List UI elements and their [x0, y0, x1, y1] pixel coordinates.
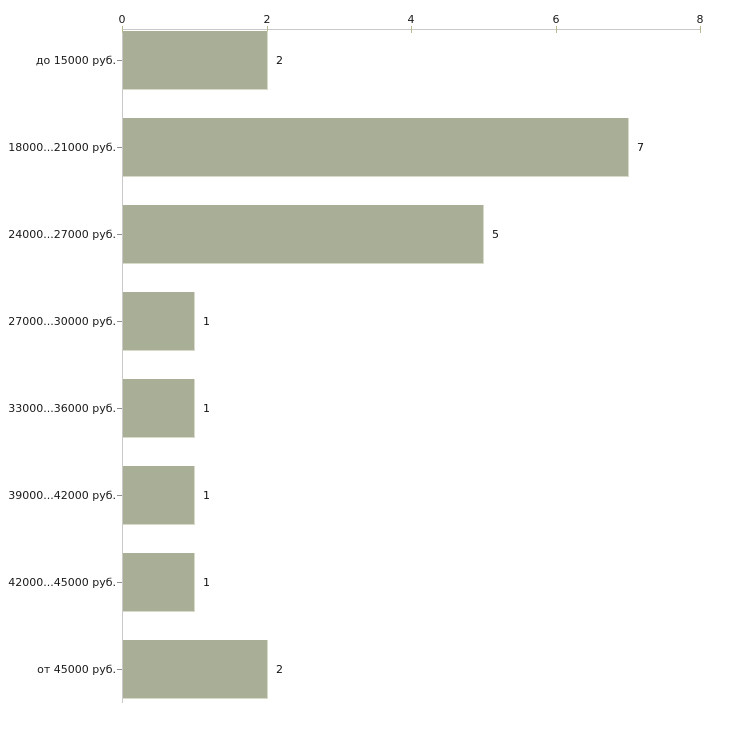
category-tick-mark [117, 582, 122, 583]
bar [123, 118, 629, 177]
category-label: 42000...45000 руб. [8, 575, 116, 589]
bar [123, 466, 195, 525]
x-tick-mark [122, 26, 123, 33]
bar [123, 205, 484, 264]
category-label: 33000...36000 руб. [8, 401, 116, 415]
x-tick-label: 8 [696, 13, 704, 26]
category-tick-mark [117, 495, 122, 496]
category-label: 39000...42000 руб. [8, 488, 116, 502]
category-label: 27000...30000 руб. [8, 314, 116, 328]
x-tick-label: 0 [118, 13, 126, 26]
x-tick-mark [700, 26, 701, 33]
x-tick-label: 4 [407, 13, 415, 26]
x-tick-label: 6 [552, 13, 560, 26]
bar [123, 379, 195, 438]
x-tick-mark [411, 26, 412, 33]
bar [123, 292, 195, 351]
category-label: 18000...21000 руб. [8, 140, 116, 154]
bar-value-label: 5 [492, 227, 499, 241]
x-tick-mark [267, 26, 268, 33]
category-label: до 15000 руб. [35, 53, 116, 67]
bar-value-label: 2 [276, 662, 283, 676]
x-tick-label: 2 [263, 13, 271, 26]
bar [123, 31, 268, 90]
bar-value-label: 1 [203, 401, 210, 415]
category-label: от 45000 руб. [37, 662, 116, 676]
bar-value-label: 1 [203, 488, 210, 502]
bar-value-label: 2 [276, 53, 283, 67]
category-tick-mark [117, 147, 122, 148]
category-tick-mark [117, 321, 122, 322]
bar-value-label: 1 [203, 314, 210, 328]
category-tick-mark [117, 669, 122, 670]
category-tick-mark [117, 234, 122, 235]
y-axis-line [122, 29, 123, 703]
bar-value-label: 1 [203, 575, 210, 589]
category-label: 24000...27000 руб. [8, 227, 116, 241]
category-tick-mark [117, 408, 122, 409]
bar [123, 640, 268, 699]
x-tick-mark [556, 26, 557, 33]
category-tick-mark [117, 60, 122, 61]
bar-value-label: 7 [637, 140, 644, 154]
bar [123, 553, 195, 612]
